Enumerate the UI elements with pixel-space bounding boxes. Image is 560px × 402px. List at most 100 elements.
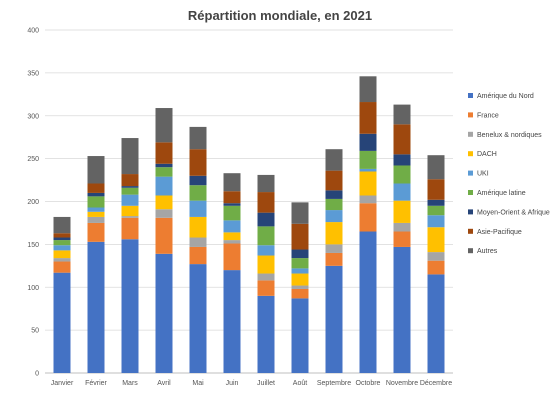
bar-segment [427,274,445,373]
bar-segment [257,295,275,373]
bar-segment [121,186,139,188]
x-tick-label: Décembre [420,380,452,387]
bar-segment [393,183,411,201]
legend-label: Moyen-Orient & Afrique [477,209,550,216]
legend-swatch [468,112,473,118]
bar-segment [53,245,71,251]
bar-segment [155,209,173,218]
bar-segment [155,217,173,254]
bar-segment [155,163,173,168]
bar-segment [359,150,377,169]
legend-label: DACH [477,151,497,158]
bar-segment [53,258,71,262]
bar-segment [189,246,207,265]
legend-label: Autres [477,248,498,255]
bar-segment [155,167,173,177]
bar-segment [189,149,207,176]
y-tick-label: 50 [31,328,39,335]
bar-segment [359,203,377,232]
bar-segment [53,216,71,234]
bar-segment [325,190,343,199]
bar-segment [87,183,105,193]
chart-title: Répartition mondiale, en 2021 [188,8,372,23]
bar-segment [427,260,445,275]
bar-segment [53,237,71,241]
bar-segment [257,226,275,246]
bar-segment [53,233,71,238]
bar-segment [87,192,105,197]
bar-segment [393,231,411,247]
bar-segment [325,222,343,245]
bar-segment [359,168,377,172]
x-tick-label: Août [293,380,307,387]
bar-segment [325,244,343,253]
bar-segment [121,239,139,373]
bar-segment [121,217,139,240]
bar-segment [87,222,105,242]
y-axis-ticks: 0 50 100 150 200 250 300 350 400 [27,28,39,378]
bar-segment [257,273,275,281]
bar-segment [189,126,207,150]
gridlines [45,29,453,374]
bar-segment [189,175,207,186]
bars [53,76,445,373]
bar-segment [427,227,445,253]
bar-segment [359,231,377,373]
bar-segment [223,243,241,271]
bar-segment [223,203,241,206]
bar-segment [291,298,309,373]
bar-segment [427,205,445,216]
y-tick-label: 300 [27,113,39,120]
bar-segment [189,185,207,201]
bar-segment [155,176,173,196]
bar-segment [189,264,207,373]
bar-segment [291,268,309,274]
legend-swatch [468,93,473,98]
bar-segment [291,202,309,224]
bar-segment [393,104,411,125]
bar-segment [121,174,139,187]
bar-segment [121,194,139,206]
x-tick-label: Juin [226,380,239,387]
bar-segment [53,240,71,246]
bar-segment [359,76,377,103]
bar-segment [223,220,241,233]
y-tick-label: 200 [27,199,39,206]
legend-swatch [468,151,473,157]
bar-segment [359,171,377,196]
bar-segment [325,210,343,223]
bar-segment [257,280,275,296]
bar-segment [155,195,173,210]
y-tick-label: 250 [27,156,39,163]
y-tick-label: 100 [27,285,39,292]
y-tick-label: 150 [27,242,39,249]
bar-segment [427,155,445,180]
bar-segment [189,216,207,238]
bar-segment [325,198,343,211]
x-tick-label: Janvier [51,380,74,387]
bar-segment [223,173,241,192]
legend-swatch [468,170,473,176]
bar-segment [325,170,343,191]
x-tick-label: Juillet [257,380,275,387]
y-tick-label: 0 [35,371,39,378]
x-tick-label: Septembre [317,380,351,387]
bar-segment [427,252,445,261]
bar-segment [223,270,241,373]
bar-segment [87,211,105,217]
bar-segment [223,232,241,241]
bar-segment [189,237,207,247]
bar-segment [87,216,105,223]
bar-segment [325,149,343,171]
y-tick-label: 350 [27,70,39,77]
bar-segment [155,142,173,164]
bar-segment [257,255,275,274]
bar-segment [257,174,275,193]
bar-segment [257,212,275,227]
bar-segment [155,253,173,373]
bar-segment [87,207,105,212]
bar-segment [291,288,309,299]
bar-segment [393,222,411,232]
